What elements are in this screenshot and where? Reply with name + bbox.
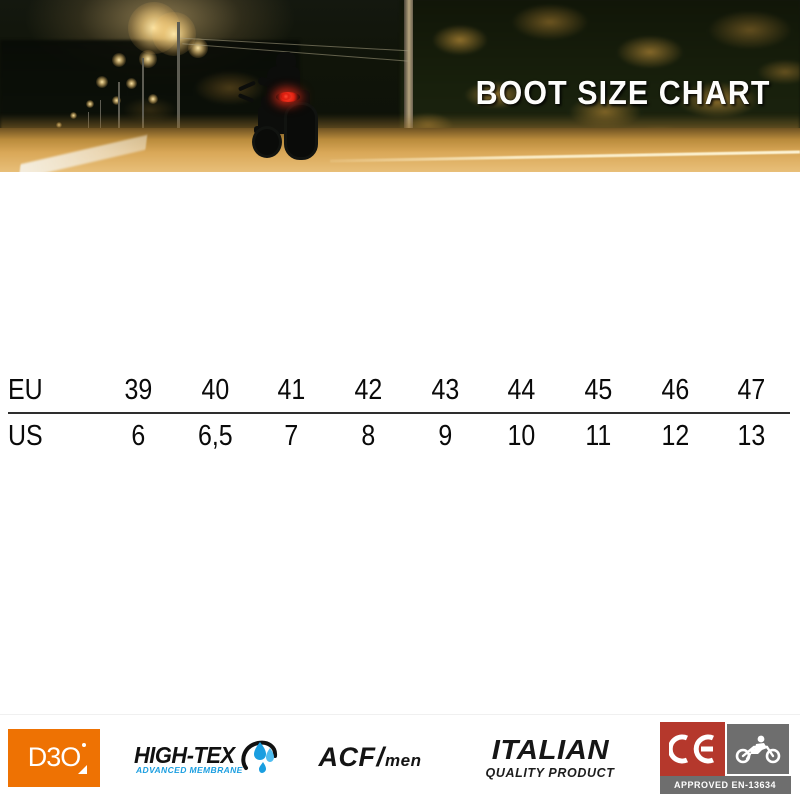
footer-divider: [0, 714, 800, 715]
acf-badge: ACF / men: [319, 744, 422, 771]
acf-separator: /: [376, 742, 385, 772]
acf-label: ACF: [318, 742, 376, 772]
registered-mark-icon: [82, 742, 86, 747]
cell-us-4: 9: [438, 420, 452, 452]
street-lamp-glow: [126, 78, 137, 89]
cell-eu-6: 45: [584, 374, 613, 406]
street-lamp-glow: [112, 96, 121, 105]
hero-banner: BOOT SIZE CHART: [0, 0, 800, 172]
cell-eu-4: 43: [431, 374, 459, 406]
cell-us-3: 8: [361, 420, 376, 452]
ce-badge: APPROVED EN-13634: [659, 721, 791, 794]
cell-eu-7: 46: [661, 374, 689, 406]
cell-eu-5: 44: [507, 374, 536, 406]
rider-helmet: [276, 52, 296, 69]
motorcycle-rider: [236, 52, 344, 164]
triangle-icon: [78, 764, 87, 774]
logo-hightex: HIGH-TEX ADVANCED MEMBRANE: [120, 715, 290, 800]
boot-size-table: EU 39 40 41 42 43 44 45 46 47 US 6 6,5 7…: [8, 372, 790, 454]
ce-mark-panel: [659, 721, 725, 776]
cell-us-7: 12: [661, 420, 689, 452]
cell-us-8: 13: [737, 420, 766, 452]
utility-pole: [404, 0, 413, 150]
row-label-eu: EU: [8, 374, 43, 406]
hightex-label: HIGH-TEX: [134, 741, 235, 768]
italian-tagline: QUALITY PRODUCT: [485, 765, 615, 780]
cell-eu-0: 39: [124, 374, 153, 406]
page-title: BOOT SIZE CHART: [475, 74, 770, 111]
cell-eu-2: 41: [277, 374, 306, 406]
cell-us-2: 7: [284, 420, 299, 452]
street-lamp-glow: [96, 76, 108, 88]
cell-us-0: 6: [131, 420, 146, 452]
street-lamp-glow: [112, 53, 126, 67]
moto-mirror-left: [237, 80, 257, 92]
motorcycle-rider-icon: [735, 735, 780, 763]
street-lamp-glow: [188, 38, 208, 58]
acf-suffix: men: [385, 751, 422, 770]
hightex-tagline: ADVANCED MEMBRANE: [136, 764, 243, 775]
ce-mark-icon: [669, 734, 714, 763]
logo-d3o: D3O: [0, 715, 120, 800]
night-road-scene: [0, 0, 800, 172]
street-lamp-pole: [142, 58, 144, 150]
italian-label: ITALIAN: [491, 733, 609, 765]
street-lamp-glow: [86, 100, 94, 108]
cell-eu-3: 42: [354, 374, 383, 406]
row-label-us: US: [8, 420, 43, 452]
d3o-label: D3O: [27, 742, 82, 772]
hightex-badge: HIGH-TEX ADVANCED MEMBRANE: [130, 734, 280, 782]
street-lamp-pole: [177, 22, 180, 150]
water-droplet-icon: [241, 740, 278, 773]
logo-italian-quality: ITALIAN QUALITY PRODUCT: [450, 715, 650, 800]
cell-us-6: 11: [585, 420, 612, 452]
d3o-badge: D3O: [8, 728, 100, 787]
ce-badge-top: [659, 721, 791, 776]
ce-motorcycle-panel: [724, 721, 791, 776]
moto-mirror-right: [237, 93, 255, 103]
cell-eu-1: 40: [201, 374, 229, 406]
moto-taillight-core: [281, 93, 291, 100]
ce-approved-bar: APPROVED EN-13634: [659, 775, 791, 794]
table-row-eu: EU 39 40 41 42 43 44 45 46 47: [8, 372, 790, 413]
logo-ce-approved: APPROVED EN-13634: [650, 715, 800, 800]
street-lamp-glow: [148, 94, 158, 104]
italian-badge: ITALIAN QUALITY PRODUCT: [485, 735, 615, 780]
certification-logo-bar: D3O HIGH-TEX ADVANCED MEMBRANE ACF /: [0, 715, 800, 800]
moto-rear-wheel: [284, 102, 318, 160]
size-chart-section: EU 39 40 41 42 43 44 45 46 47 US 6 6,5 7…: [0, 372, 800, 454]
cell-eu-8: 47: [737, 374, 766, 406]
ce-approved-label: APPROVED EN-13634: [673, 779, 777, 790]
logo-acf-men: ACF / men: [290, 715, 450, 800]
cell-us-1: 6,5: [197, 420, 233, 452]
moto-front-wheel: [252, 126, 282, 158]
cell-us-5: 10: [507, 420, 536, 452]
table-row-us: US 6 6,5 7 8 9 10 11 12 13: [8, 413, 790, 454]
